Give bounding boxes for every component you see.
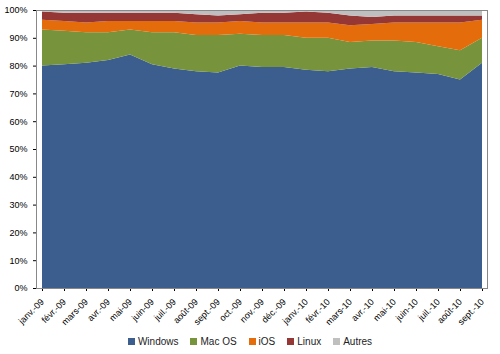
- svg-text:80%: 80%: [9, 61, 27, 71]
- html-text:Autres: Autres: [343, 335, 373, 347]
- svg-text:40%: 40%: [9, 172, 27, 182]
- html-text:Mac OS: Mac OS: [200, 335, 237, 347]
- svg-text:70%: 70%: [9, 89, 27, 99]
- svg-text:janv.-09: janv.-09: [16, 297, 46, 327]
- svg-text:févr.-10: févr.-10: [303, 296, 332, 325]
- svg-text:juil.-09: juil.-09: [152, 296, 178, 323]
- svg-text:mars-10: mars-10: [324, 297, 354, 327]
- svg-text:mars-09: mars-09: [60, 297, 90, 327]
- svg-text:0%: 0%: [14, 283, 27, 293]
- svg-text:nov.-09: nov.-09: [238, 296, 266, 325]
- svg-text:mai-09: mai-09: [107, 297, 134, 324]
- svg-text:mai-10: mai-10: [371, 297, 398, 324]
- svg-text:juin-09: juin-09: [129, 297, 156, 324]
- html-text:iOS: iOS: [258, 335, 276, 347]
- html-text:Windows: Windows: [137, 335, 179, 347]
- svg-text:sept.-10: sept.-10: [456, 297, 486, 327]
- svg-text:juil.-10: juil.-10: [416, 296, 442, 323]
- svg-text:août-09: août-09: [171, 296, 200, 326]
- svg-text:10%: 10%: [9, 256, 27, 266]
- svg-text:juin-10: juin-10: [393, 297, 420, 324]
- svg-text:90%: 90%: [9, 33, 27, 43]
- svg-text:50%: 50%: [9, 144, 27, 154]
- svg-text:60%: 60%: [9, 117, 27, 127]
- svg-text:déc.-09: déc.-09: [259, 296, 288, 325]
- svg-text:30%: 30%: [9, 200, 27, 210]
- svg-text:avr.-09: avr.-09: [85, 297, 112, 324]
- svg-text:avr.-10: avr.-10: [349, 297, 376, 324]
- svg-text:août-10: août-10: [435, 296, 464, 326]
- svg-text:oct.-09: oct.-09: [217, 296, 244, 324]
- svg-text:févr.-09: févr.-09: [39, 296, 68, 325]
- svg-text:janv.-10: janv.-10: [280, 297, 310, 327]
- html-text:Linux: Linux: [297, 335, 322, 347]
- svg-text:100%: 100%: [4, 5, 27, 15]
- svg-text:sept.-09: sept.-09: [192, 297, 222, 327]
- svg-text:20%: 20%: [9, 228, 27, 238]
